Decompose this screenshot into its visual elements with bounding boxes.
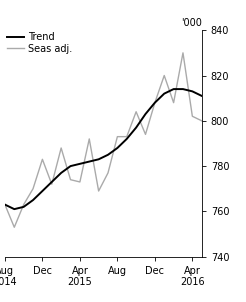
Trend [135,126,138,130]
Seas adj. [97,189,100,193]
Seas adj. [41,158,44,161]
Trend [60,171,63,175]
Trend [154,101,156,104]
Seas adj. [88,137,91,141]
Seas adj. [200,119,203,123]
Trend [200,94,203,98]
Trend [163,92,166,95]
Seas adj. [50,182,53,186]
Trend [13,207,16,211]
Trend [78,162,81,166]
Legend: Trend, Seas adj.: Trend, Seas adj. [7,32,73,53]
Trend [69,164,72,168]
Trend [144,112,147,116]
Seas adj. [22,203,25,207]
Trend [107,153,109,157]
Seas adj. [191,114,194,118]
Trend [116,146,119,150]
Seas adj. [154,101,156,104]
Line: Seas adj.: Seas adj. [5,53,202,227]
Trend [41,189,44,193]
Seas adj. [69,178,72,182]
Seas adj. [135,110,138,114]
Seas adj. [60,146,63,150]
Trend [191,90,194,93]
Seas adj. [13,226,16,229]
Trend [182,87,184,91]
Seas adj. [182,51,184,55]
Seas adj. [3,203,6,207]
Seas adj. [107,171,109,175]
Seas adj. [172,101,175,104]
Trend [22,205,25,209]
Seas adj. [125,135,128,138]
Text: '000: '000 [181,18,202,28]
Trend [125,137,128,141]
Line: Trend: Trend [5,89,202,209]
Seas adj. [144,133,147,136]
Trend [88,160,91,163]
Seas adj. [78,180,81,184]
Trend [172,87,175,91]
Seas adj. [116,135,119,138]
Trend [50,180,53,184]
Seas adj. [31,187,34,191]
Trend [3,203,6,207]
Trend [31,198,34,202]
Seas adj. [163,74,166,77]
Trend [97,158,100,161]
